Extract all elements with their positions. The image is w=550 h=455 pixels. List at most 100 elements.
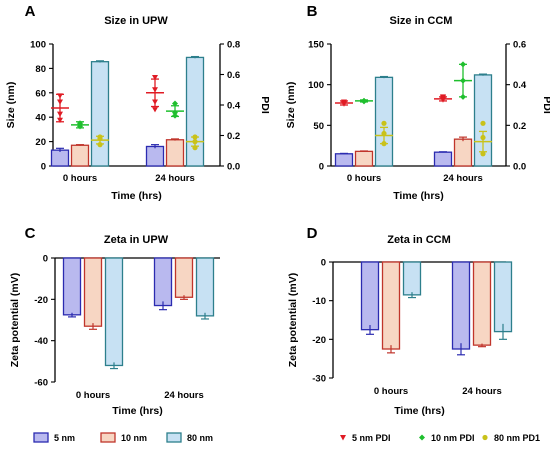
y-axis-label: Zeta potential (mV) — [9, 273, 21, 368]
pdi-point — [57, 93, 63, 99]
y-tick-label: 60 — [35, 88, 46, 99]
y2-tick-label: 0.0 — [513, 162, 526, 173]
bar — [195, 257, 215, 317]
pdi-point — [172, 112, 178, 119]
x-axis-label: Time (hrs) — [111, 190, 162, 202]
y-tick-label: 100 — [30, 40, 46, 51]
bar — [381, 261, 401, 350]
legend-label: 80 nm — [187, 433, 213, 443]
pdi-point — [192, 139, 198, 145]
y2-axis-label: PDI — [541, 96, 550, 114]
bar — [70, 144, 90, 167]
bar — [62, 257, 82, 316]
pdi-point — [172, 109, 178, 116]
y-tick-label: 80 — [35, 64, 46, 75]
x-category-label: 0 hours — [374, 386, 408, 397]
x-category-label: 0 hours — [63, 173, 97, 184]
panel-letter: B — [307, 3, 318, 20]
panels: A Size in UPW 0 20 40 60 80 100 0.0 0.2 0.4 0.6 0.8 P… — [5, 3, 550, 417]
pdi-point — [152, 99, 158, 105]
legend-label: 10 nm PDI — [431, 433, 475, 443]
pdi-point — [57, 99, 63, 105]
pdi-point — [172, 100, 178, 107]
pdi-point — [480, 134, 486, 141]
x-category-label: 24 hours — [155, 173, 195, 184]
y2-tick-label: 0.2 — [513, 121, 526, 132]
y2-tick-label: 0.4 — [227, 101, 241, 112]
y-tick-label: -30 — [312, 374, 326, 385]
y2-tick-label: 0.8 — [227, 40, 240, 51]
legend-marker — [482, 434, 488, 441]
y-tick-label: 20 — [35, 137, 46, 148]
y2-axis-label: PDI — [259, 96, 271, 114]
panel-letter: D — [307, 225, 318, 242]
y-axis-label: Zeta potential (mV) — [287, 273, 299, 368]
pdi-point — [440, 97, 446, 103]
bar — [493, 261, 513, 333]
legend-marker — [419, 434, 425, 441]
panel-c: C Zeta in UPW 0 -20 -40 -60 Zeta potential (mV… — [9, 225, 220, 417]
pdi-point — [192, 134, 198, 140]
bar — [104, 257, 124, 367]
legend-swatch — [166, 432, 182, 443]
bar — [451, 261, 471, 350]
legend-swatch — [33, 432, 49, 443]
y-tick-label: 50 — [313, 121, 324, 132]
y-tick-label: -40 — [34, 336, 48, 347]
y-tick-label: 0 — [319, 162, 324, 173]
bar — [433, 151, 453, 167]
legend-swatch — [100, 432, 116, 443]
pdi-point — [480, 120, 486, 126]
legend-label: 5 nm PDI — [352, 433, 391, 443]
x-axis-label: Time (hrs) — [112, 405, 163, 417]
bar — [334, 153, 354, 167]
pdi-point — [77, 123, 83, 130]
x-category-label: 24 hours — [443, 173, 483, 184]
pdi-point — [97, 135, 103, 142]
y2-tick-label: 0.2 — [227, 131, 240, 142]
pdi-point — [480, 151, 486, 157]
legend-label: 10 nm — [121, 433, 147, 443]
y-axis-label: Size (nm) — [5, 82, 17, 129]
panel-letter: C — [25, 225, 36, 242]
pdi-point — [192, 145, 198, 151]
y-tick-label: 150 — [308, 40, 324, 51]
y-tick-label: -20 — [34, 295, 48, 306]
bar — [90, 61, 110, 167]
y2-tick-label: 0.0 — [227, 162, 240, 173]
bar — [402, 261, 422, 296]
x-category-label: 24 hours — [164, 390, 204, 401]
pdi-point — [341, 101, 347, 107]
y2-tick-label: 0.4 — [513, 80, 527, 91]
panel-b: B Size in CCM 0 50 100 150 0.0 0.2 0.4 0.6 PDI Size… — [285, 3, 550, 202]
pdi-point — [152, 75, 158, 81]
pdi-point — [381, 120, 387, 126]
bar — [83, 257, 103, 327]
pdi-point — [460, 61, 466, 68]
bar — [453, 138, 473, 167]
panel-title: Size in CCM — [390, 15, 453, 27]
bar — [165, 139, 185, 167]
panel-a: A Size in UPW 0 20 40 60 80 100 0.0 0.2 0.4 0.6 0.8 P… — [5, 3, 271, 202]
y-tick-label: 40 — [35, 113, 46, 124]
y-tick-label: -60 — [34, 378, 48, 389]
bar — [360, 261, 380, 331]
legend: 5 nm 10 nm 80 nm 5 nm PDI 10 nm PDI 80 nm PD1 — [33, 432, 540, 443]
x-category-label: 0 hours — [76, 390, 110, 401]
bar — [472, 261, 492, 346]
y-tick-label: 0 — [321, 258, 326, 269]
pdi-point — [57, 111, 63, 117]
bar — [145, 145, 165, 167]
panel-title: Size in UPW — [104, 15, 168, 27]
pdi-point — [97, 142, 103, 148]
panel-title: Zeta in CCM — [387, 234, 451, 246]
pdi-point — [361, 98, 367, 105]
x-axis-label: Time (hrs) — [393, 190, 444, 202]
bar — [354, 150, 374, 167]
x-category-label: 24 hours — [462, 386, 502, 397]
bar — [174, 257, 194, 298]
pdi-point — [152, 87, 158, 93]
y-tick-label: 0 — [41, 162, 46, 173]
pdi-point — [381, 130, 387, 137]
